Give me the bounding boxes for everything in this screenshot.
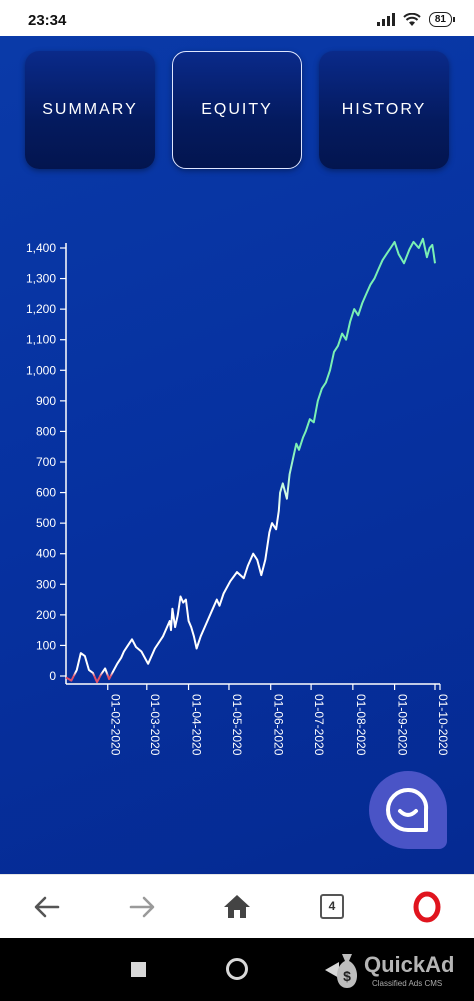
y-tick-label: 300 [36, 577, 56, 591]
tabs-count: 4 [320, 894, 344, 919]
x-tick-label: 01-04-2020 [190, 694, 204, 756]
y-tick-label: 1,000 [26, 363, 56, 377]
y-tick-label: 700 [36, 455, 56, 469]
y-tick-label: 1,200 [26, 302, 56, 316]
circle-icon [226, 958, 248, 980]
signal-icon [376, 13, 395, 26]
money-bag-icon: $ [336, 954, 358, 988]
triangle-back-icon [325, 962, 339, 978]
status-icons: 81 [376, 12, 456, 27]
y-tick-label: 1,100 [26, 333, 56, 347]
tab-summary[interactable]: SUMMARY [25, 51, 155, 169]
equity-chart: 1,400 1,300 1,200 1,100 1,000 900 800 700 600 500… [26, 237, 450, 756]
app-content: SUMMARY EQUITY HISTORY 1,400 1,300 1,200 1,… [0, 36, 474, 874]
y-tick-label: 400 [36, 547, 56, 561]
y-tick-label: 500 [36, 516, 56, 530]
x-tick-label: 01-07-2020 [312, 694, 326, 756]
x-tick-label: 01-08-2020 [354, 694, 368, 756]
x-tick-label: 01-10-2020 [436, 694, 450, 756]
y-tick-label: 800 [36, 424, 56, 438]
y-tick-label: 900 [36, 394, 56, 408]
tabs-button[interactable]: 4 [314, 889, 350, 925]
system-back-button[interactable] [325, 962, 339, 983]
chat-button[interactable] [369, 771, 447, 849]
opera-menu-button[interactable] [409, 889, 445, 925]
status-time: 23:34 [28, 12, 67, 29]
y-tick-label: 600 [36, 486, 56, 500]
browser-bottom-nav: 4 [0, 874, 474, 939]
quickad-watermark: $ QuickAd Classified Ads CMS [330, 948, 470, 994]
x-tick-label: 01-02-2020 [109, 694, 123, 756]
square-icon [131, 962, 146, 977]
x-tick-label: 01-06-2020 [272, 694, 286, 756]
y-tick-label: 1,400 [26, 241, 56, 255]
home-icon [224, 895, 250, 918]
y-tick-label: 100 [36, 638, 56, 652]
y-tick-label: 200 [36, 608, 56, 622]
y-tick-label: 0 [49, 669, 56, 683]
svg-text:$: $ [343, 968, 351, 984]
x-tick-label: 01-03-2020 [148, 694, 162, 756]
forward-button[interactable] [124, 889, 160, 925]
chat-icon [386, 787, 429, 832]
x-tick-label: 01-05-2020 [230, 694, 244, 756]
recents-button[interactable] [131, 962, 146, 982]
battery-indicator: 81 [428, 12, 456, 27]
tab-equity[interactable]: EQUITY [172, 51, 302, 169]
opera-icon [413, 891, 441, 923]
system-home-button[interactable] [225, 957, 249, 986]
equity-series-line [65, 237, 436, 684]
system-nav-bar [0, 938, 474, 1001]
wifi-icon [403, 12, 421, 26]
arrow-right-icon [129, 896, 155, 918]
home-button[interactable] [219, 889, 255, 925]
y-tick-label: 1,300 [26, 272, 56, 286]
back-button[interactable] [29, 889, 65, 925]
tab-history[interactable]: HISTORY [319, 51, 449, 169]
arrow-left-icon [34, 896, 60, 918]
x-tick-label: 01-09-2020 [396, 694, 410, 756]
